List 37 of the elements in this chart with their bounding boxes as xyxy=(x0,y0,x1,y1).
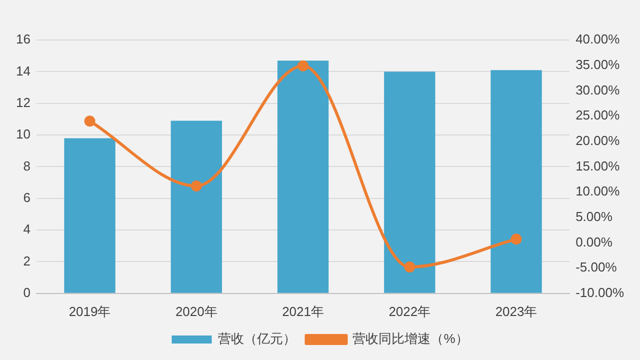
y-tick-label: 4 xyxy=(23,222,30,237)
y2-tick-label: 40.00% xyxy=(576,32,620,47)
bar xyxy=(170,120,222,293)
y2-tick-label: -10.00% xyxy=(576,284,624,300)
y2-tick-label: 35.00% xyxy=(576,56,620,72)
y-tick-label: 2 xyxy=(23,253,30,268)
y-tick-label: 8 xyxy=(23,158,30,174)
y-tick-label: 6 xyxy=(23,190,30,205)
legend-label: 营收同比增速（%） xyxy=(352,331,468,346)
legend-label: 营收（亿元） xyxy=(218,331,296,346)
point xyxy=(84,116,96,127)
x-tick-label: 2019年 xyxy=(68,304,111,319)
bar xyxy=(277,60,329,293)
y2-tick-label: 20.00% xyxy=(576,132,620,148)
point xyxy=(298,60,309,72)
y2-tick-label: -5.00% xyxy=(576,260,618,275)
y-tick-label: 16 xyxy=(16,32,30,47)
bar xyxy=(490,70,542,293)
y-tick-label: 0 xyxy=(23,284,30,300)
x-tick-label: 2023年 xyxy=(495,304,538,319)
x-tick-label: 2021年 xyxy=(282,304,324,319)
y2-tick-label: 30.00% xyxy=(576,82,620,98)
bar xyxy=(64,138,116,293)
y2-tick-label: 25.00% xyxy=(576,108,620,123)
y2-tick-label: 0.00% xyxy=(576,234,613,250)
y2-tick-label: 10.00% xyxy=(576,184,620,199)
y-tick-label: 12 xyxy=(16,94,30,110)
x-tick-label: 2020年 xyxy=(175,304,218,319)
x-tick-label: 2022年 xyxy=(388,304,431,319)
point xyxy=(190,180,202,192)
y2-tick-label: 5.00% xyxy=(576,208,613,224)
bar xyxy=(384,72,436,293)
y-tick-label: 10 xyxy=(16,126,30,142)
point xyxy=(404,262,416,273)
y2-tick-label: 15.00% xyxy=(576,158,620,174)
point xyxy=(510,234,522,245)
y-tick-label: 14 xyxy=(16,63,30,78)
